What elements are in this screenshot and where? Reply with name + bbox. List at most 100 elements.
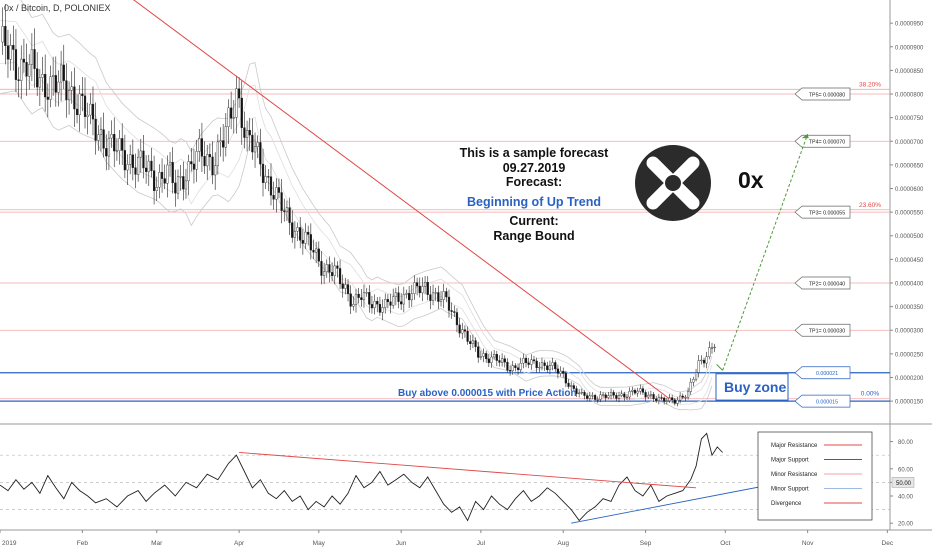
candle-body xyxy=(705,356,708,364)
candle-body xyxy=(203,156,206,167)
envelope-band xyxy=(20,0,713,393)
candle-body xyxy=(580,392,583,394)
candle-body xyxy=(368,292,371,305)
candle-body xyxy=(620,393,623,396)
indicator-tick-label: 60.00 xyxy=(898,467,914,473)
candle-body xyxy=(665,400,668,402)
target-callout-label: TP4= 0.000070 xyxy=(809,140,845,146)
candle-body xyxy=(251,134,254,153)
candle-body xyxy=(168,162,172,166)
time-tick-label: Jul xyxy=(477,540,486,547)
candle-body xyxy=(668,397,671,402)
logo-label: 0x xyxy=(738,167,764,193)
candle-body xyxy=(516,367,520,371)
legend-label: Minor Resistance xyxy=(771,472,818,478)
candle-body xyxy=(384,299,387,308)
candle-body xyxy=(397,292,400,302)
candle-body xyxy=(323,271,326,276)
candle-body xyxy=(540,362,544,368)
candle-body xyxy=(235,88,238,118)
candle-body xyxy=(567,382,570,387)
candle-body xyxy=(49,76,52,100)
candle-body xyxy=(479,356,482,358)
candle-body xyxy=(44,74,47,98)
candle-body xyxy=(86,114,89,117)
candle-body xyxy=(160,172,164,179)
divergence-line xyxy=(239,452,697,489)
candle-body xyxy=(269,176,273,196)
candle-body xyxy=(296,227,299,232)
candle-body xyxy=(357,293,360,298)
zone-callout xyxy=(794,394,851,408)
candle-body xyxy=(70,86,73,91)
candle-body xyxy=(471,340,474,344)
candle-body xyxy=(224,126,227,148)
candle-body xyxy=(477,346,480,358)
candle-body xyxy=(182,176,185,190)
candle-body xyxy=(195,151,198,170)
candle-body xyxy=(349,293,352,307)
candle-body xyxy=(272,194,275,200)
candle-body xyxy=(522,357,525,364)
candle-body xyxy=(482,353,485,357)
candle-body xyxy=(113,134,116,152)
candle-body xyxy=(493,354,496,358)
candle-body xyxy=(676,399,679,404)
candle-body xyxy=(139,150,142,158)
target-callout xyxy=(794,134,851,148)
candle-body xyxy=(559,371,562,374)
forecast-note: This is a sample forecast 09.27.2019 For… xyxy=(440,146,628,243)
legend-label: Divergence xyxy=(771,501,802,507)
candle-body xyxy=(328,264,331,273)
price-tick-label: 0.0000900 xyxy=(895,45,924,51)
candle-body xyxy=(346,284,350,294)
candle-body xyxy=(450,310,453,312)
price-tick-label: 0.0000350 xyxy=(895,305,924,311)
candle-body xyxy=(275,187,278,200)
candle-body xyxy=(338,268,342,285)
candle-body xyxy=(410,293,413,301)
forecast-line-5: Current: xyxy=(509,214,559,228)
candle-body xyxy=(89,103,92,116)
candle-body xyxy=(36,68,39,88)
candle-body xyxy=(437,292,440,302)
candle-body xyxy=(330,272,334,276)
candle-body xyxy=(508,370,512,372)
candle-body xyxy=(402,294,405,305)
candle-body xyxy=(612,392,615,396)
price-tick-label: 0.0000800 xyxy=(895,93,924,99)
candle-body xyxy=(647,394,650,398)
candle-body xyxy=(12,45,15,50)
candle-body xyxy=(506,361,509,371)
candle-body xyxy=(386,299,389,303)
candle-body xyxy=(389,301,392,306)
forecast-line-6: Range Bound xyxy=(493,228,575,243)
buy-note: Buy above 0.000015 with Price Action xyxy=(398,388,577,399)
candle-body xyxy=(81,93,84,97)
candle-body xyxy=(227,107,230,127)
candle-body xyxy=(171,162,174,184)
candle-body xyxy=(400,301,403,305)
price-tick-label: 0.0000250 xyxy=(895,352,924,358)
candle-body xyxy=(190,161,193,165)
candle-body xyxy=(604,394,607,398)
price-tick-label: 0.0000450 xyxy=(895,258,924,264)
major-resistance-line xyxy=(133,0,670,400)
candle-body xyxy=(83,95,87,117)
candle-body xyxy=(73,86,76,110)
symbol-title[interactable]: 0x / Bitcoin, D, POLONIEX xyxy=(4,3,111,13)
candle-body xyxy=(121,138,124,151)
indicator-line xyxy=(0,432,723,522)
candle-body xyxy=(663,397,666,402)
candle-body xyxy=(4,26,7,46)
price-tick-label: 0.0000950 xyxy=(895,22,924,28)
candle-body xyxy=(607,395,610,398)
candle-body xyxy=(22,58,26,63)
candle-body xyxy=(501,358,504,363)
legend-label: Major Resistance xyxy=(771,443,818,449)
price-tick-label: 0.0000600 xyxy=(895,187,924,193)
candle-body xyxy=(474,340,477,348)
candle-body xyxy=(681,395,684,398)
candle-body xyxy=(527,362,530,365)
candle-body xyxy=(679,395,682,401)
